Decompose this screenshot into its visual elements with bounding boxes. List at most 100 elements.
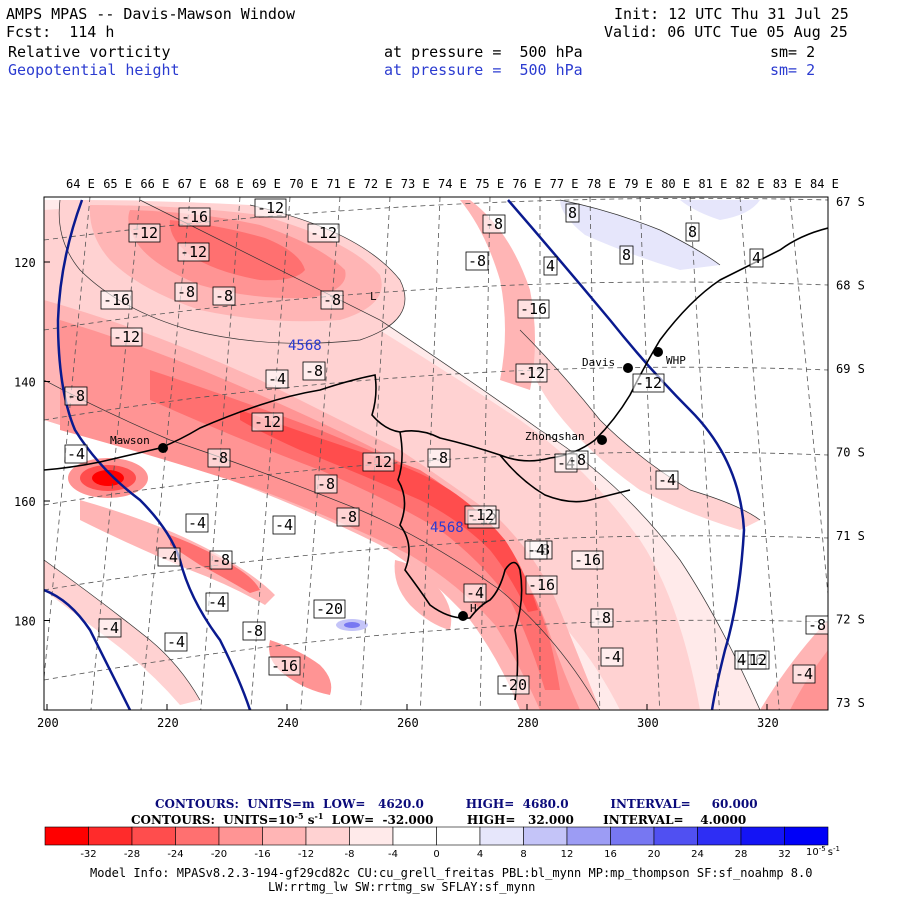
vorticity-label-box — [734, 650, 749, 670]
vorticity-label-box — [565, 450, 589, 470]
vorticity-label-box — [517, 299, 550, 319]
vorticity-label: -4 — [167, 633, 185, 651]
vorticity-label: -20 — [316, 600, 343, 618]
vorticity-label-box — [362, 452, 395, 472]
contours-legend-vorticity: CONTOURS: UNITS=10-5 s-1 LOW= -32.000 HI… — [131, 811, 747, 827]
color-legend-swatch — [349, 826, 394, 846]
lat-label: 71 S — [836, 529, 865, 543]
x-axis-label: 240 — [277, 716, 299, 730]
vorticity-label: -4 — [603, 648, 621, 666]
vorticity-label: -8 — [485, 215, 503, 233]
x-axis-label: 280 — [517, 716, 539, 730]
low-marker: L — [370, 290, 377, 303]
vorticity-label: -4 — [658, 471, 676, 489]
lon-label: 83 E — [773, 177, 802, 191]
vorticity-label-box — [268, 656, 301, 676]
lon-label: 84 E — [810, 177, 839, 191]
vorticity-label: -4 — [160, 548, 178, 566]
color-legend-tick-label: 0 — [433, 849, 439, 860]
color-legend-swatch — [436, 826, 481, 846]
vorticity-label-box — [524, 540, 548, 560]
vorticity-label-box — [177, 242, 210, 262]
vorticity-label-box — [590, 608, 614, 628]
vorticity-label: -4 — [527, 541, 545, 559]
vorticity-label: -4 — [275, 516, 293, 534]
vorticity-label: -16 — [520, 300, 547, 318]
vorticity-label: -12 — [518, 364, 545, 382]
vorticity-label: -16 — [574, 551, 601, 569]
vorticity-label: -8 — [210, 449, 228, 467]
lon-label: 75 E — [475, 177, 504, 191]
vorticity-label-box — [464, 505, 497, 525]
plot-frame — [43, 196, 829, 711]
vorticity-label: -8 — [593, 609, 611, 627]
color-legend-units: 10-5 s-1 — [806, 845, 840, 858]
color-legend-tick-label: 24 — [691, 849, 704, 860]
lon-label: 81 E — [698, 177, 727, 191]
color-legend-ticks: -32 -28 -24 -20 -16 -12 -8 -4 0 4 8 12 16 20 24 28 32 — [80, 849, 791, 860]
color-legend-tick-label: 28 — [735, 849, 748, 860]
color-legend-swatch — [566, 826, 611, 846]
vorticity-label-box — [251, 412, 284, 432]
vorticity-label-box — [749, 248, 764, 268]
station-zhongshan: Zhongshan — [525, 430, 607, 445]
color-legend-tick-label: 12 — [561, 849, 574, 860]
vorticity-label: -12 — [365, 453, 392, 471]
vorticity-label: -12 — [467, 506, 494, 524]
vorticity-label-box — [685, 222, 700, 242]
height-contour-label: 4568 — [430, 520, 464, 536]
vorticity-label-box — [272, 515, 296, 535]
vorticity-label-box — [565, 203, 580, 223]
vorticity-label-box — [463, 583, 487, 603]
color-legend-swatch — [262, 826, 307, 846]
color-legend-tick-label: -12 — [298, 849, 314, 860]
field2-name: Geopotential height — [8, 61, 180, 79]
lon-label: 68 E — [215, 177, 244, 191]
vorticity-label: -12 — [254, 413, 281, 431]
vorticity-label-box — [427, 448, 451, 468]
vorticity-label: 8 — [622, 246, 631, 264]
vorticity-label: 4 — [752, 249, 761, 267]
vorticity-label-box — [185, 513, 209, 533]
left-axis-labels: 120 140 160 180 — [14, 256, 50, 629]
color-legend-tick-label: 20 — [648, 849, 661, 860]
color-legend-swatch — [523, 826, 568, 846]
vorticity-label-box — [64, 386, 88, 406]
vorticity-label-box — [110, 327, 143, 347]
color-legend-tick-label: 32 — [778, 849, 791, 860]
lat-label: 73 S — [836, 696, 865, 710]
lon-label: 67 E — [178, 177, 207, 191]
vorticity-label: 8 — [688, 223, 697, 241]
vorticity-label: -8 — [305, 362, 323, 380]
init-time: Init: 12 UTC Thu 31 Jul 25 — [614, 5, 849, 23]
x-axis-label: 220 — [157, 716, 179, 730]
vorticity-label-box — [212, 286, 236, 306]
vorticity-label-box — [307, 223, 340, 243]
lon-label: 80 E — [661, 177, 690, 191]
lon-label: 78 E — [587, 177, 616, 191]
vorticity-label-box — [242, 621, 266, 641]
vorticity-label-box — [157, 547, 181, 567]
color-legend-swatch — [479, 826, 524, 846]
color-legend-swatch — [610, 826, 655, 846]
field1-smoothing: sm= 2 — [770, 43, 816, 61]
vorticity-label: -4 — [795, 665, 813, 683]
color-legend-swatch — [88, 826, 133, 846]
vorticity-label-box — [164, 632, 188, 652]
vorticity-label: -8 — [67, 387, 85, 405]
station-dot — [458, 611, 468, 621]
vorticity-label: -16 — [181, 208, 208, 226]
vorticity-label-box — [320, 290, 344, 310]
color-legend-tick-label: -24 — [167, 849, 183, 860]
x-axis-label: 200 — [37, 716, 59, 730]
station-dot — [158, 443, 168, 453]
vorticity-label: -12 — [635, 374, 662, 392]
vorticity-label: -4 — [67, 445, 85, 463]
station-mawson: Mawson — [110, 434, 168, 453]
vorticity-label: -8 — [323, 291, 341, 309]
color-legend-swatch — [305, 826, 350, 846]
lat-label: 72 S — [836, 613, 865, 627]
vorticity-label-box — [571, 550, 604, 570]
color-legend-tick-label: -8 — [345, 849, 355, 860]
color-legend-bar — [44, 826, 829, 846]
